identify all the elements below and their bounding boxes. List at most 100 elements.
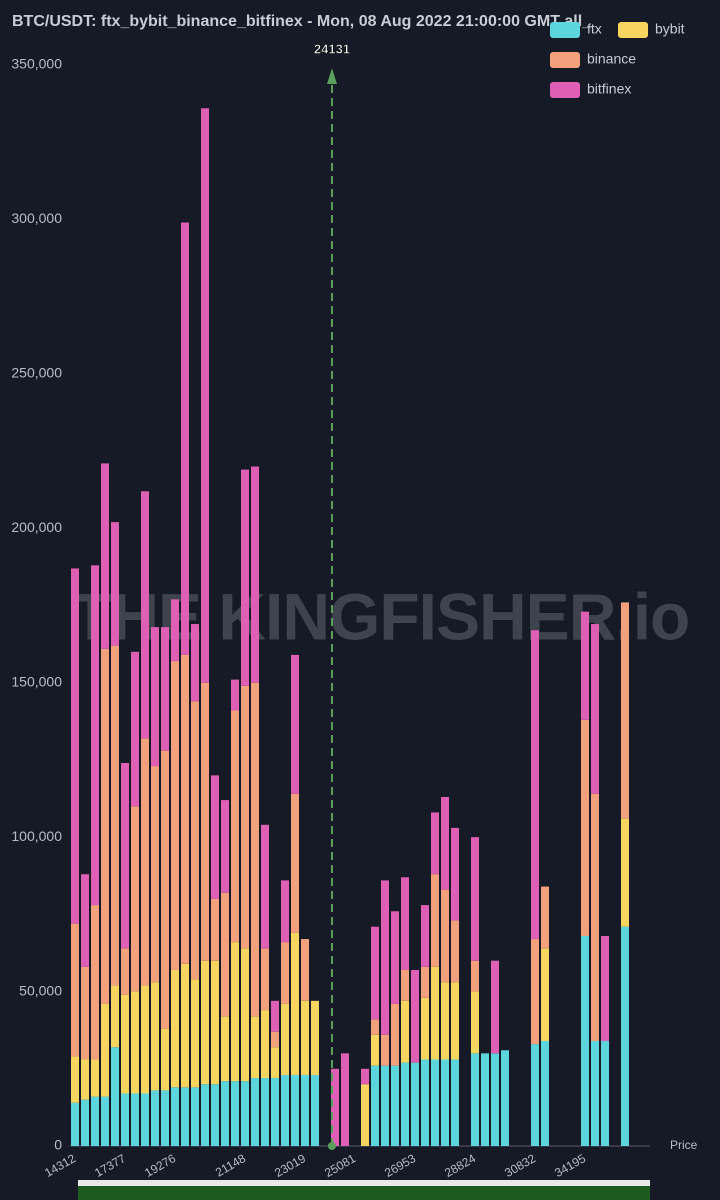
bar-segment: [491, 1053, 499, 1146]
bar-segment: [301, 1074, 309, 1146]
bar-segment: [531, 1044, 539, 1146]
bar-segment: [221, 1016, 229, 1082]
bar-segment: [141, 738, 149, 986]
bar-segment: [291, 932, 299, 1075]
bar-segment: [401, 1000, 409, 1063]
bar-segment: [581, 935, 589, 1146]
bar-segment: [201, 1084, 209, 1146]
bar-segment: [371, 1065, 379, 1146]
bar-segment: [231, 679, 239, 711]
bar-segment: [201, 682, 209, 961]
bar-segment: [141, 491, 149, 739]
bar-segment: [401, 969, 409, 1001]
y-tick-label: 300,000: [11, 210, 62, 226]
bar-segment: [391, 1003, 399, 1066]
bar-segment: [91, 1096, 99, 1146]
bar-segment: [181, 654, 189, 964]
bar-segment: [231, 710, 239, 943]
bar-segment: [371, 1034, 379, 1066]
bar-segment: [581, 611, 589, 720]
price-marker-dot: [327, 1142, 336, 1150]
bar-segment: [501, 1050, 509, 1146]
bar-segment: [221, 892, 229, 1017]
bar-segment: [81, 966, 89, 1060]
bar-segment: [451, 1059, 459, 1146]
bar-segment: [531, 630, 539, 940]
bar-segment: [121, 1093, 129, 1146]
bar-segment: [111, 985, 119, 1048]
y-tick-label: 100,000: [11, 828, 62, 844]
bar-segment: [91, 905, 99, 1060]
bar-segment: [121, 763, 129, 949]
bar-segment: [341, 1053, 349, 1146]
bar-segment: [381, 880, 389, 1035]
x-axis-label: Price: [670, 1138, 698, 1152]
bar-segment: [401, 877, 409, 970]
bar-segment: [261, 824, 269, 949]
bar-segment: [271, 1031, 279, 1048]
bar-segment: [111, 522, 119, 646]
bar-segment: [261, 1010, 269, 1079]
bar-segment: [621, 602, 629, 819]
scrollbar[interactable]: [78, 1184, 650, 1200]
y-tick-label: 200,000: [11, 519, 62, 535]
bar-segment: [301, 1000, 309, 1075]
bar-segment: [581, 719, 589, 936]
bar-segment: [231, 1081, 239, 1146]
bar-segment: [451, 982, 459, 1060]
bar-segment: [281, 1003, 289, 1075]
bar-segment: [151, 766, 159, 983]
bar-segment: [271, 1047, 279, 1079]
bar-segment: [151, 982, 159, 1091]
bar-segment: [101, 1003, 109, 1097]
bar-segment: [111, 1047, 119, 1146]
bar-segment: [251, 466, 259, 683]
bar-segment: [131, 806, 139, 992]
bar-segment: [81, 1099, 89, 1146]
bar-segment: [281, 1074, 289, 1146]
bar-segment: [241, 1081, 249, 1146]
bar-segment: [591, 1040, 599, 1146]
bar-segment: [441, 982, 449, 1060]
bar-segment: [271, 1078, 279, 1146]
bar-segment: [141, 1093, 149, 1146]
bar-segment: [211, 960, 219, 1085]
bar-segment: [381, 1034, 389, 1066]
bar-segment: [311, 1074, 319, 1146]
bar-segment: [381, 1065, 389, 1146]
scrollbar-handle[interactable]: [78, 1180, 650, 1186]
bar-segment: [471, 1053, 479, 1146]
bar-segment: [201, 960, 209, 1085]
bar-segment: [411, 1062, 419, 1146]
bar-segment: [411, 969, 419, 1063]
bar-segment: [441, 889, 449, 983]
bar-segment: [281, 880, 289, 943]
bar-segment: [371, 1019, 379, 1035]
bar-segment: [181, 1087, 189, 1146]
bar-segment: [591, 624, 599, 794]
bar-segment: [71, 568, 79, 924]
bar-segment: [211, 1084, 219, 1146]
bar-segment: [131, 1093, 139, 1146]
bar-segment: [541, 886, 549, 949]
bar-segment: [231, 942, 239, 1082]
bar-segment: [431, 1059, 439, 1146]
bar-segment: [491, 960, 499, 1054]
legend-label: ftx: [587, 21, 602, 37]
bar-segment: [281, 942, 289, 1004]
bar-segment: [301, 939, 309, 1001]
bar-segment: [191, 624, 199, 702]
bar-segment: [241, 469, 249, 686]
bar-segment: [131, 991, 139, 1094]
bar-segment: [71, 1102, 79, 1146]
bar-segment: [141, 985, 149, 1094]
bar-segment: [191, 1087, 199, 1146]
bar-segment: [171, 969, 179, 1088]
bar-segment: [421, 905, 429, 967]
bar-segment: [151, 1090, 159, 1146]
bar-segment: [621, 818, 629, 927]
legend-label: bitfinex: [587, 81, 631, 97]
legend-swatch: [550, 22, 580, 38]
